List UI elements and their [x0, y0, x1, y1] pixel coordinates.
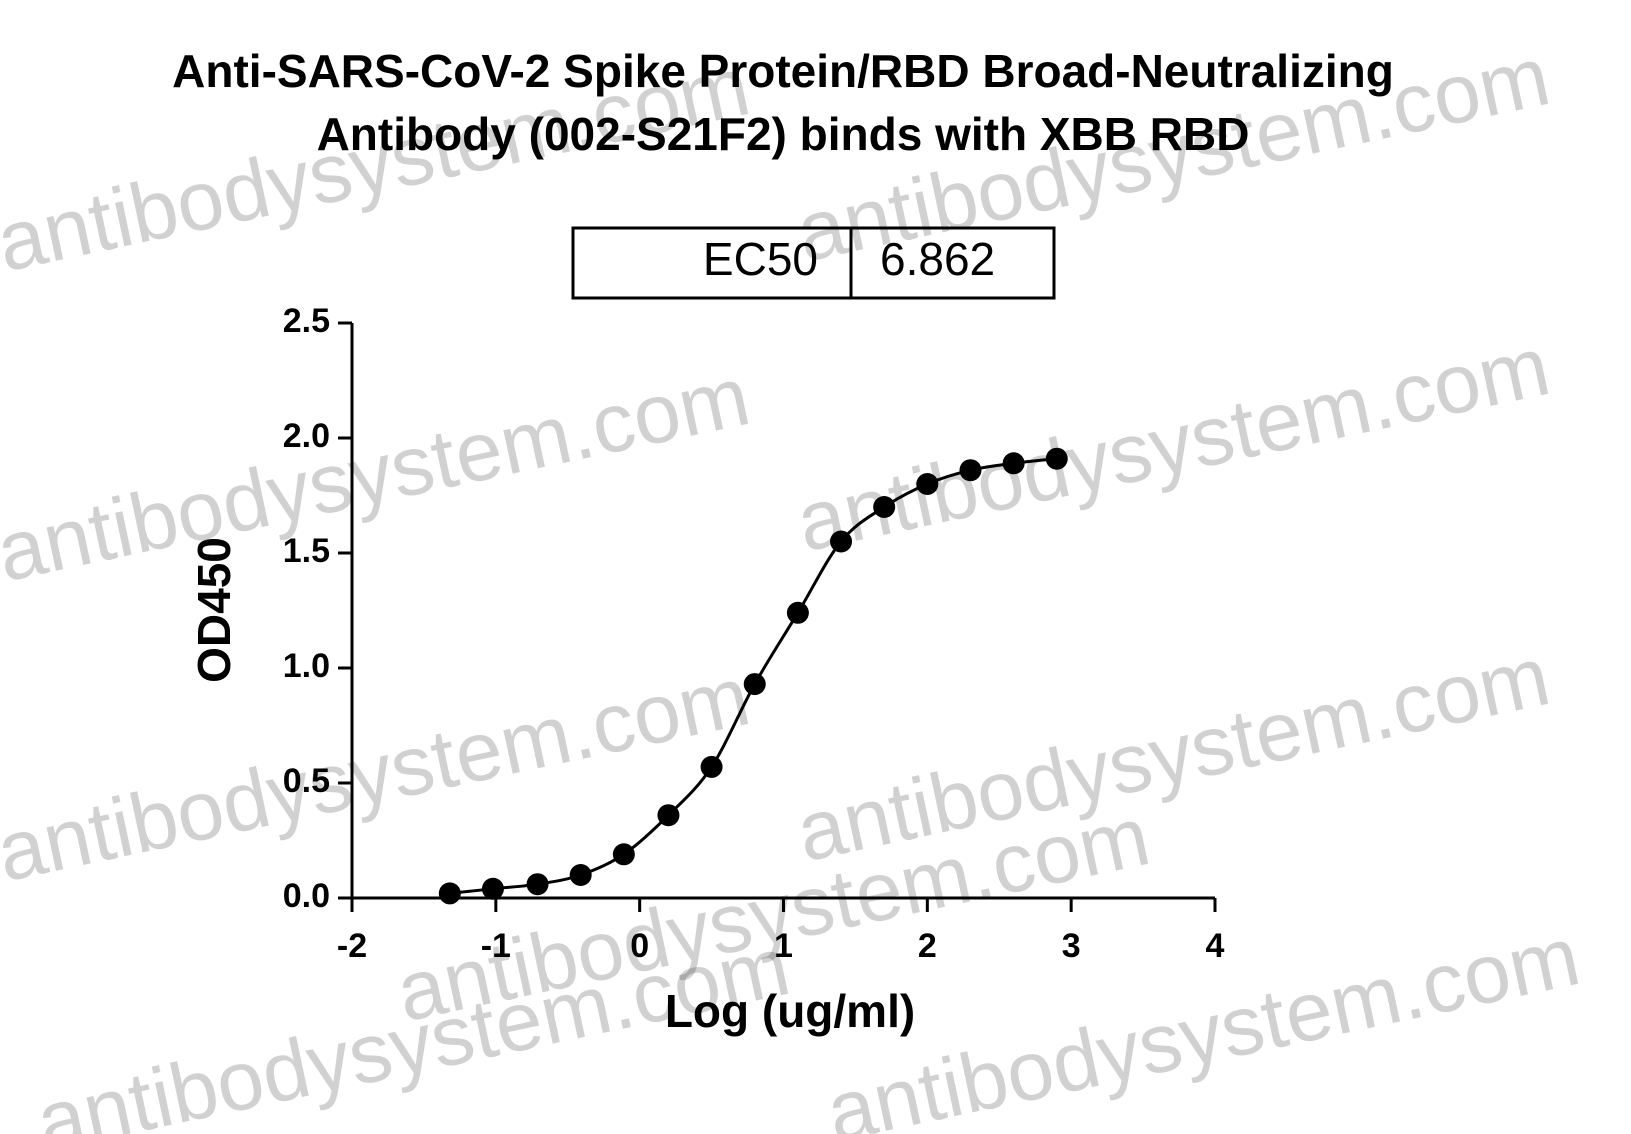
- y-tick-label: 2.5: [283, 302, 330, 340]
- ec50-table: [571, 226, 1056, 300]
- data-point: [481, 877, 504, 900]
- data-point: [569, 864, 592, 886]
- data-point: [916, 473, 939, 495]
- watermark: antibodysystem.com: [0, 348, 757, 599]
- data-point: [438, 882, 461, 905]
- watermark: antibodysystem.com: [789, 318, 1557, 569]
- x-tick-label: 0: [630, 927, 649, 965]
- data-point: [657, 804, 680, 827]
- y-tick-label: 2.0: [283, 417, 330, 455]
- data-point: [1002, 452, 1025, 475]
- x-tick-label: 4: [1206, 927, 1225, 965]
- x-tick-label: 2: [918, 927, 937, 965]
- data-point: [526, 873, 549, 896]
- chart-title: Antibody (002-S21F2) binds with XBB RBD: [317, 108, 1250, 160]
- x-tick-label: -2: [337, 927, 367, 965]
- x-tick-label: 3: [1062, 927, 1081, 965]
- data-point: [830, 530, 853, 553]
- y-tick-label: 0.5: [283, 762, 330, 800]
- data-point: [873, 496, 896, 518]
- y-tick-label: 1.0: [283, 647, 330, 685]
- x-axis-title: Log (ug/ml): [665, 985, 915, 1037]
- y-tick-label: 0.0: [283, 877, 330, 915]
- data-point: [1045, 447, 1068, 470]
- y-axis-title: OD450: [188, 537, 240, 683]
- data-point: [959, 459, 982, 482]
- y-tick-label: 1.5: [283, 532, 330, 570]
- x-tick-label: -1: [481, 927, 511, 965]
- ec50-value: 6.862: [880, 233, 995, 285]
- x-tick-label: 1: [774, 927, 793, 965]
- data-point: [700, 755, 723, 778]
- watermark: antibodysystem.com: [0, 648, 757, 899]
- ec50-label: EC50: [703, 233, 818, 285]
- data-point: [786, 601, 809, 624]
- chart-title: Anti-SARS-CoV-2 Spike Protein/RBD Broad-…: [172, 45, 1394, 97]
- data-point: [612, 843, 635, 866]
- data-point: [743, 673, 766, 696]
